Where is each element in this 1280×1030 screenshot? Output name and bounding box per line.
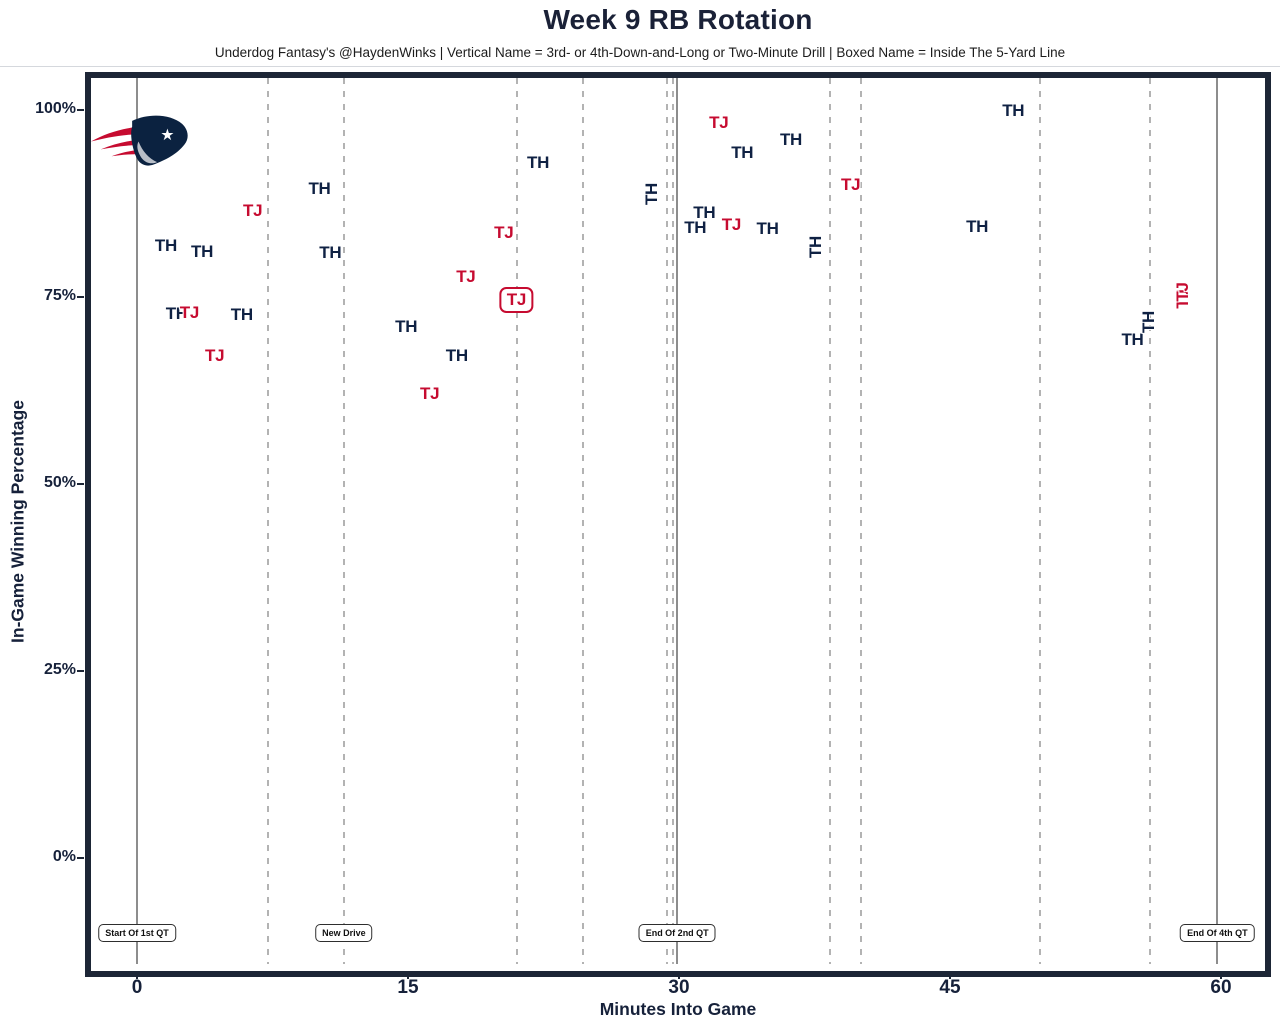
data-point-th: TH	[191, 242, 214, 262]
data-point-th: TH	[966, 216, 989, 236]
event-line-dashed	[671, 78, 674, 964]
event-line-dashed	[516, 78, 519, 964]
x-tick-mark	[678, 971, 680, 979]
data-point-th: TH	[445, 346, 468, 366]
data-point-tj: TJ	[494, 222, 514, 242]
data-point-tj: TJ	[1173, 282, 1193, 302]
data-point-th: TH	[779, 129, 803, 149]
data-point-th: TH	[308, 179, 331, 199]
data-point-th: TH	[731, 142, 754, 162]
event-annotation: End Of 4th QT	[1180, 923, 1255, 942]
header-divider	[0, 66, 1280, 67]
data-point-th: TH	[756, 218, 779, 238]
x-tick-label: 0	[131, 977, 143, 998]
data-point-th: TH	[641, 182, 661, 205]
event-line-dashed	[342, 78, 345, 964]
y-tick-mark	[77, 670, 84, 672]
x-tick-mark	[949, 971, 951, 979]
data-point-tj: TJ	[841, 174, 861, 194]
data-point-th: TH	[165, 304, 188, 324]
event-line-dashed	[1039, 78, 1042, 964]
patriots-logo-icon: ★	[90, 115, 188, 166]
x-tick-label: 45	[939, 977, 961, 998]
y-tick-mark	[77, 483, 84, 485]
y-tick-mark	[77, 857, 84, 859]
x-tick-label: 15	[397, 977, 419, 998]
y-axis-title: In-Game Winning Percentage	[7, 400, 28, 643]
event-line-dashed	[582, 78, 585, 964]
data-point-th: TH	[395, 316, 418, 336]
y-tick-label: 75%	[43, 287, 76, 304]
x-tick-label: 60	[1210, 977, 1232, 998]
data-point-th: TH	[1002, 100, 1025, 120]
event-line-solid	[676, 78, 679, 964]
event-line-solid	[1216, 78, 1219, 964]
data-point-th: TH	[684, 218, 707, 238]
event-annotation: New Drive	[315, 923, 373, 942]
data-point-th: TH	[806, 235, 826, 258]
data-point-tj: TJ	[243, 200, 263, 220]
event-line-dashed	[828, 78, 831, 964]
y-tick-mark	[77, 109, 84, 111]
y-tick-label: 0%	[52, 848, 76, 865]
data-point-tj: TJ	[205, 346, 225, 366]
data-point-th: TH	[527, 153, 550, 173]
event-annotation: End Of 2nd QT	[638, 923, 716, 942]
y-tick-label: 100%	[35, 100, 76, 117]
event-line-dashed	[860, 78, 863, 964]
chart-subtitle: Underdog Fantasy's @HaydenWinks | Vertic…	[214, 45, 1066, 60]
event-annotation: Start Of 1st QT	[98, 923, 176, 942]
data-point-tj: TJ	[456, 266, 476, 286]
data-point-tj: TJ	[179, 302, 200, 322]
x-tick-mark	[136, 971, 138, 979]
data-point-th: TH	[1121, 329, 1144, 349]
y-tick-mark	[77, 296, 84, 298]
y-tick-label: 50%	[43, 474, 76, 491]
data-point-th: TH	[154, 236, 177, 256]
svg-text:★: ★	[160, 125, 174, 144]
event-line-solid	[136, 78, 138, 964]
x-axis-title: Minutes Into Game	[599, 999, 757, 1019]
x-tick-mark	[407, 971, 409, 979]
data-point-th: TH	[693, 203, 716, 223]
data-point-tj: TJ	[420, 384, 440, 404]
data-point-th: TH	[230, 304, 253, 324]
event-line-dashed	[1148, 78, 1151, 964]
data-point-th: TH	[1138, 310, 1158, 333]
data-point-th: TH	[319, 242, 342, 262]
event-line-dashed	[666, 78, 669, 964]
page-title: Week 9 RB Rotation	[543, 4, 813, 35]
x-tick-mark	[1220, 971, 1222, 979]
data-point-tj: TJ	[709, 112, 729, 132]
x-tick-label: 30	[668, 977, 690, 998]
y-tick-label: 25%	[43, 661, 76, 678]
data-point-tj: TJ	[499, 286, 534, 313]
event-line-dashed	[266, 78, 269, 964]
data-point-tj: TJ	[721, 215, 742, 235]
